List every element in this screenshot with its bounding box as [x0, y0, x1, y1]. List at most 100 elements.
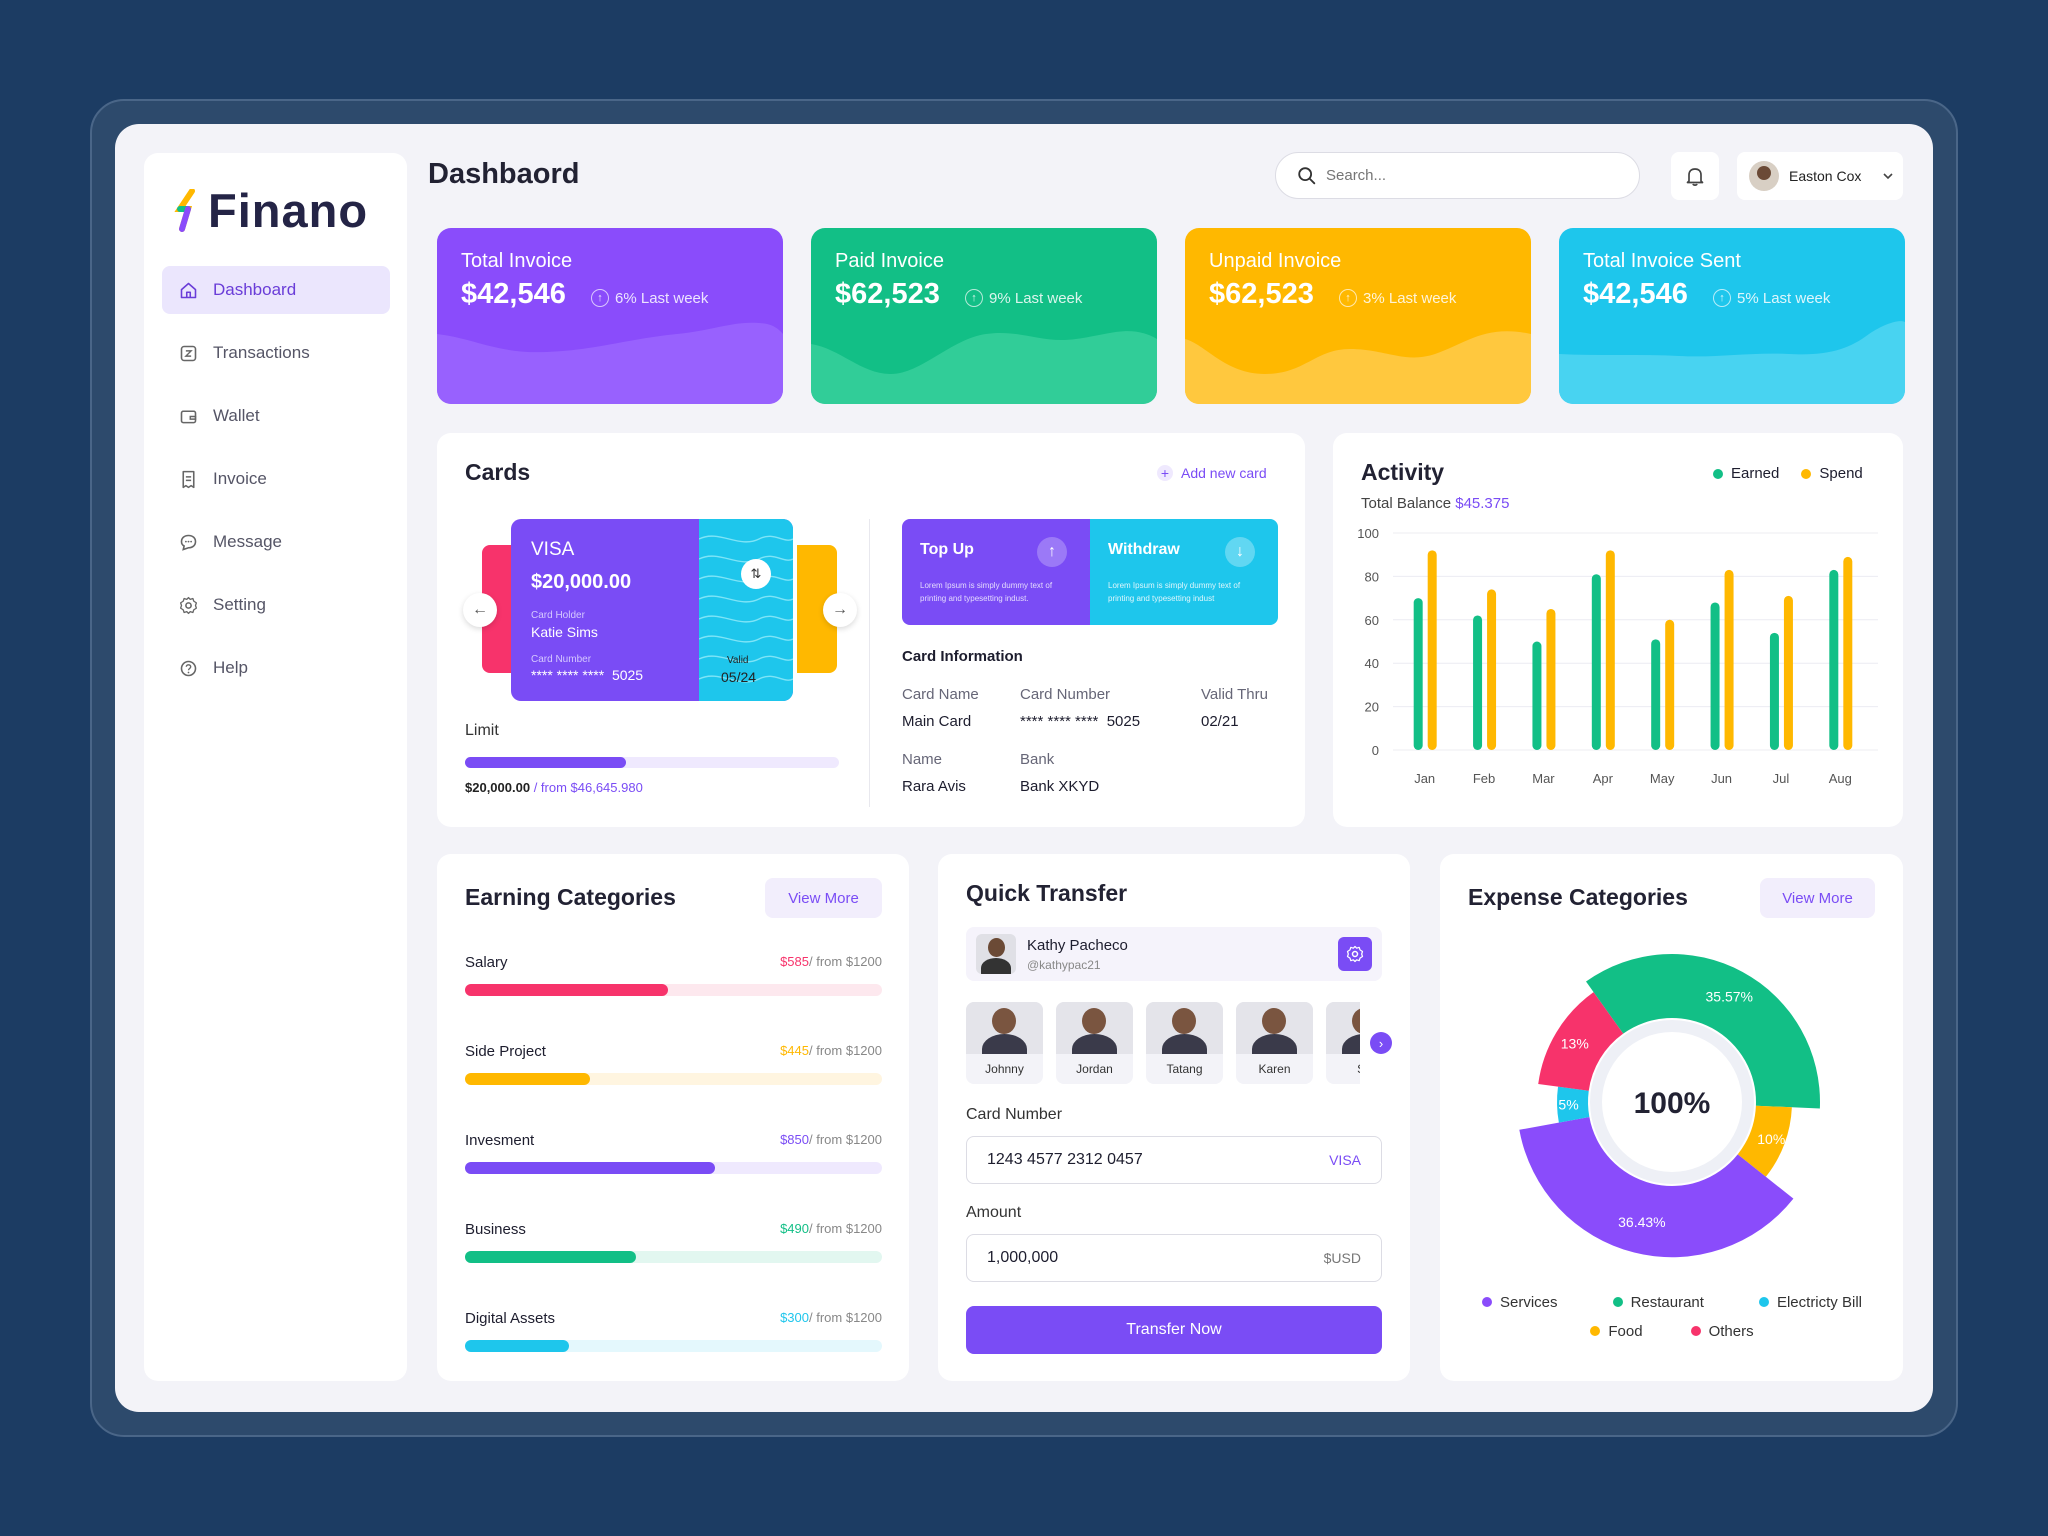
sidebar-item-label: Wallet — [213, 406, 260, 425]
arrow-down-icon: ↓ — [1225, 537, 1255, 567]
limit-from: / from $46,645.980 — [530, 780, 643, 795]
sidebar-item-setting[interactable]: Setting — [162, 581, 390, 629]
invoice-icon — [182, 470, 195, 488]
bar-spend — [1605, 550, 1615, 750]
sidebar-item-wallet[interactable]: Wallet — [162, 392, 390, 440]
earning-value: $445 — [780, 1043, 809, 1058]
contact-jordan[interactable]: Jordan — [1056, 1002, 1133, 1084]
card-number-info-value: **** **** **** 5025 — [1020, 713, 1141, 730]
next-card-button[interactable]: → — [823, 593, 857, 627]
slice-label: 35.57% — [1706, 989, 1753, 1005]
contact-sa[interactable]: Sa — [1326, 1002, 1360, 1084]
contact-label: Karen — [1258, 1062, 1291, 1076]
expense-view-more-button[interactable]: View More — [1760, 878, 1875, 918]
contact-settings-button[interactable] — [1338, 937, 1372, 971]
bar-spend — [1546, 608, 1556, 750]
earning-track — [465, 1340, 882, 1352]
earning-title: Earning Categories — [465, 884, 676, 910]
home-icon — [180, 282, 197, 298]
card-name-label: Card Name — [902, 686, 979, 703]
sidebar-item-invoice[interactable]: Invoice — [162, 455, 390, 503]
help-icon — [180, 660, 197, 676]
prev-card-button[interactable]: ← — [463, 593, 497, 627]
contact-label: Johnny — [985, 1062, 1024, 1076]
amount-input[interactable]: 1,000,000 — [987, 1249, 1059, 1266]
sidebar-item-dashboard[interactable]: Dashboard — [162, 266, 390, 314]
legend-others: Others — [1690, 1323, 1754, 1340]
earning-track — [465, 1162, 882, 1174]
stat-card-total-invoice[interactable]: Total Invoice $42,546 ↑ 6% Last week — [437, 228, 783, 404]
stat-label: Total Invoice — [461, 250, 573, 272]
x-tick-label: Jan — [1414, 771, 1435, 786]
sidebar-item-transactions[interactable]: Transactions — [162, 329, 390, 377]
amount-field[interactable]: 1,000,000 $USD — [966, 1234, 1382, 1282]
contact-johnny[interactable]: Johnny — [966, 1002, 1043, 1084]
top-up-button[interactable]: Top Up ↑ Lorem Ipsum is simply dummy tex… — [902, 519, 1090, 625]
bar-earned — [1829, 569, 1839, 750]
earning-amount: $300/ from $1200 — [780, 1310, 882, 1325]
earning-from: / from $1200 — [809, 1043, 882, 1058]
earning-value: $300 — [780, 1310, 809, 1325]
activity-bar-chart: 0 20 40 60 80 100 Jan Feb Mar Apr May Jun Jul Aug — [1357, 526, 1878, 786]
earning-item: Digital Assets $300/ from $1200 — [465, 1310, 882, 1356]
card-brand-label: VISA — [1329, 1152, 1361, 1168]
earning-fill — [465, 984, 669, 996]
x-tick-label: Jul — [1773, 771, 1790, 786]
card-valid-label: Valid — [727, 655, 749, 666]
amount-unit: $USD — [1323, 1250, 1361, 1266]
name-value: Rara Avis — [902, 778, 966, 795]
card-holder-label: Card Holder — [531, 610, 585, 621]
sidebar-item-message[interactable]: Message — [162, 518, 390, 566]
selected-contact[interactable]: Kathy Pacheco @kathypac21 — [966, 927, 1382, 981]
contact-carousel: Johnny Jordan Tatang Karen Sa — [966, 1002, 1360, 1086]
stat-card-total-invoice-sent[interactable]: Total Invoice Sent $42,546 ↑ 5% Last week — [1559, 228, 1905, 404]
sidebar-item-help[interactable]: Help — [162, 644, 390, 692]
card-info-title: Card Information — [902, 648, 1023, 665]
earning-view-more-button[interactable]: View More — [765, 878, 882, 918]
stat-label: Unpaid Invoice — [1209, 250, 1342, 272]
x-tick-label: Feb — [1473, 771, 1495, 786]
notification-button[interactable] — [1671, 152, 1719, 200]
chevron-right-icon[interactable]: › — [1370, 1032, 1392, 1054]
legend-label: Electricty Bill — [1776, 1294, 1862, 1311]
amount-label: Amount — [966, 1204, 1022, 1221]
app-window: Finano Dashboard Transactions Wallet Inv… — [115, 124, 1933, 1412]
withdraw-button[interactable]: Withdraw ↓ Lorem Ipsum is simply dummy t… — [1090, 519, 1278, 625]
arrow-left-icon: ← — [472, 601, 488, 618]
arrow-up-icon: ↑ — [1713, 289, 1731, 307]
earning-amount: $585/ from $1200 — [780, 954, 882, 969]
add-card-link[interactable]: + Add new card — [1157, 465, 1267, 481]
contact-tatang[interactable]: Tatang — [1146, 1002, 1223, 1084]
visa-card[interactable]: ⇅ VISA $20,000.00 Card Holder Katie Sims… — [511, 519, 793, 701]
logo: Finano — [174, 183, 368, 238]
bar-spend — [1724, 569, 1734, 750]
contact-label: Jordan — [1076, 1062, 1113, 1076]
card-number: **** **** **** 5025 — [531, 667, 644, 683]
legend-dot — [1590, 1326, 1601, 1336]
user-menu[interactable]: Easton Cox — [1737, 152, 1903, 200]
earning-track — [465, 984, 882, 996]
earning-label: Salary — [465, 954, 508, 971]
stat-value: $62,523 — [1209, 278, 1314, 310]
search-input[interactable] — [1326, 167, 1606, 184]
card-pattern — [699, 519, 793, 701]
stat-change-text: 6% Last week — [615, 289, 709, 307]
add-card-label: Add new card — [1181, 465, 1267, 481]
search-box[interactable] — [1275, 152, 1640, 199]
stat-card-unpaid-invoice[interactable]: Unpaid Invoice $62,523 ↑ 3% Last week — [1185, 228, 1531, 404]
legend-electricity: Electricty Bill — [1758, 1294, 1862, 1311]
bar-earned — [1591, 574, 1601, 750]
earning-from: / from $1200 — [809, 1132, 882, 1147]
slice-label: 36.43% — [1618, 1214, 1665, 1230]
stat-card-paid-invoice[interactable]: Paid Invoice $62,523 ↑ 9% Last week — [811, 228, 1157, 404]
transfer-now-button[interactable]: Transfer Now — [966, 1306, 1382, 1354]
card-number-field[interactable]: 1243 4577 2312 0457 VISA — [966, 1136, 1382, 1184]
contact-karen[interactable]: Karen — [1236, 1002, 1313, 1084]
swap-icon[interactable]: ⇅ — [741, 559, 771, 589]
contact-photo — [1326, 1002, 1360, 1054]
x-tick-label: Apr — [1593, 771, 1614, 786]
earning-fill — [465, 1162, 716, 1174]
card-number-input[interactable]: 1243 4577 2312 0457 — [987, 1151, 1143, 1168]
earning-fill — [465, 1251, 636, 1263]
bar-spend — [1487, 589, 1497, 750]
